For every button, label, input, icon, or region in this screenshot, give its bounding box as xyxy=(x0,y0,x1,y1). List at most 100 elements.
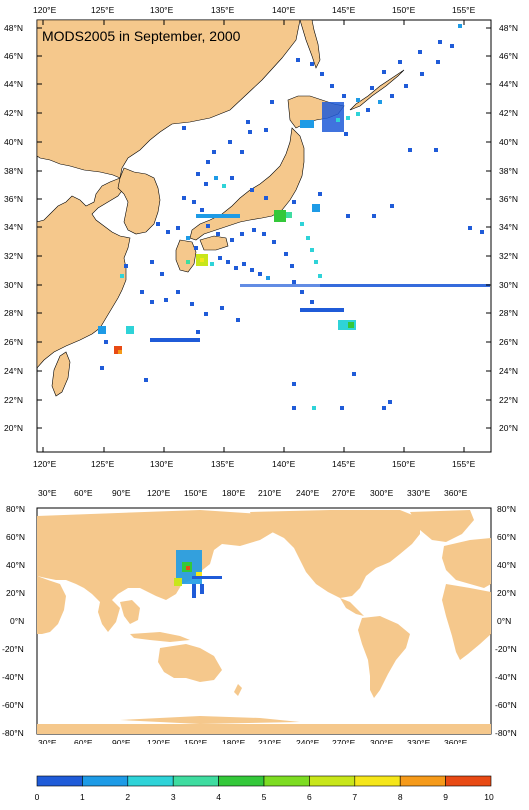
lon-label: 135°E xyxy=(211,5,235,15)
regional-map: MODS2005 in September, 2000 120°E 125°E … xyxy=(4,5,518,469)
lon-label: 300°E xyxy=(370,488,394,498)
observation-cells xyxy=(98,24,490,410)
lat-label: 24°N xyxy=(499,366,518,376)
regional-left-lat-labels: 48°N 46°N 44°N 42°N 40°N 38°N 36°N 34°N … xyxy=(4,23,23,433)
lat-label: 0°N xyxy=(10,616,24,626)
lon-label: 330°E xyxy=(407,488,431,498)
global-lat-labels-right: 80°N 60°N 40°N 20°N 0°N -20°N -40°N -60°… xyxy=(495,504,517,738)
lat-label: 48°N xyxy=(4,23,23,33)
global-observation-cells xyxy=(174,550,222,598)
lat-label: 48°N xyxy=(499,23,518,33)
regional-right-lat-labels: 48°N 46°N 44°N 42°N 40°N 38°N 36°N 34°N … xyxy=(499,23,518,433)
map-title: MODS2005 in September, 2000 xyxy=(42,28,241,44)
lon-label: 300°E xyxy=(370,738,394,744)
lon-label: 125°E xyxy=(91,5,115,15)
lon-label: 330°E xyxy=(407,738,431,744)
lat-label: 38°N xyxy=(4,166,23,176)
lon-label: 120°E xyxy=(147,738,171,744)
lon-label: 180°E xyxy=(222,738,246,744)
lon-label: 90°E xyxy=(112,738,131,744)
global-lat-labels-left: 80°N 60°N 40°N 20°N 0°N -20°N -40°N -60°… xyxy=(2,504,25,738)
lat-label: 36°N xyxy=(4,194,23,204)
lat-label: 30°N xyxy=(499,280,518,290)
lon-label: 150°E xyxy=(392,5,416,15)
colorbar-swatch xyxy=(218,775,265,787)
colorbar-tick: 7 xyxy=(352,792,357,802)
lat-label: 34°N xyxy=(4,222,23,232)
lat-label: 44°N xyxy=(4,79,23,89)
global-lon-labels-top: 30°E 60°E 90°E 120°E 150°E 180°E 210°E 2… xyxy=(38,488,468,498)
lat-label: 60°N xyxy=(497,532,516,542)
lon-label: 120°E xyxy=(33,459,57,469)
colorbar-tick: 1 xyxy=(80,792,85,802)
lat-label: 26°N xyxy=(499,337,518,347)
lon-label: 60°E xyxy=(74,488,93,498)
colorbar-swatch xyxy=(399,775,446,787)
regional-top-lon-labels: 120°E 125°E 130°E 135°E 140°E 145°E 150°… xyxy=(33,5,476,15)
lat-label: 0°N xyxy=(497,616,511,626)
lat-label: 20°N xyxy=(499,423,518,433)
global-land xyxy=(37,510,491,734)
lat-label: 22°N xyxy=(499,395,518,405)
lat-label: 36°N xyxy=(499,194,518,204)
lon-label: 180°E xyxy=(222,488,246,498)
colorbar-tick: 10 xyxy=(484,792,494,802)
lat-label: 28°N xyxy=(499,308,518,318)
colorbar-swatch xyxy=(172,775,219,787)
colorbar: 0 1 2 3 4 5 6 7 8 9 10 xyxy=(35,775,494,802)
colorbar-tick: 5 xyxy=(262,792,267,802)
lon-label: 270°E xyxy=(332,488,356,498)
colorbar-tick: 2 xyxy=(125,792,130,802)
map-title-box xyxy=(38,21,274,49)
lon-label: 155°E xyxy=(452,459,476,469)
regional-land xyxy=(36,19,405,397)
lat-label: -40°N xyxy=(2,672,24,682)
lon-label: 140°E xyxy=(272,5,296,15)
colorbar-tick: 3 xyxy=(171,792,176,802)
lon-label: 150°E xyxy=(392,459,416,469)
lat-label: 38°N xyxy=(499,166,518,176)
colorbar-swatch xyxy=(82,775,129,787)
lon-label: 130°E xyxy=(150,459,174,469)
lat-label: 60°N xyxy=(6,532,25,542)
lon-label: 210°E xyxy=(258,738,282,744)
global-lon-labels-bottom: 30°E 60°E 90°E 120°E 150°E 180°E 210°E 2… xyxy=(38,738,468,744)
lat-label: 20°N xyxy=(497,588,516,598)
global-map: 30°E 60°E 90°E 120°E 150°E 180°E 210°E 2… xyxy=(2,488,517,744)
lon-label: 150°E xyxy=(184,488,208,498)
lat-label: 30°N xyxy=(4,280,23,290)
lat-label: 28°N xyxy=(4,308,23,318)
lat-label: -20°N xyxy=(2,644,24,654)
lon-label: 125°E xyxy=(91,459,115,469)
regional-bottom-lon-labels: 120°E 125°E 130°E 135°E 140°E 145°E 150°… xyxy=(33,459,476,469)
lat-label: -60°N xyxy=(2,700,24,710)
colorbar-tick: 8 xyxy=(398,792,403,802)
lat-label: -40°N xyxy=(495,672,517,682)
lat-label: 46°N xyxy=(499,51,518,61)
colorbar-swatch xyxy=(127,775,174,787)
lat-label: 20°N xyxy=(4,423,23,433)
lat-label: -60°N xyxy=(495,700,517,710)
lat-label: 40°N xyxy=(499,137,518,147)
lat-label: 20°N xyxy=(6,588,25,598)
colorbar-tick: 6 xyxy=(307,792,312,802)
lat-label: 32°N xyxy=(499,251,518,261)
colorbar-swatch xyxy=(309,775,356,787)
lat-label: 40°N xyxy=(497,560,516,570)
lon-label: 140°E xyxy=(272,459,296,469)
colorbar-tick: 0 xyxy=(35,792,40,802)
lat-label: 34°N xyxy=(499,222,518,232)
lat-label: 24°N xyxy=(4,366,23,376)
regional-ticks xyxy=(37,20,491,452)
lon-label: 60°E xyxy=(74,738,93,744)
lon-label: 135°E xyxy=(211,459,235,469)
lat-label: -80°N xyxy=(495,728,517,738)
lon-label: 30°E xyxy=(38,738,57,744)
lon-label: 120°E xyxy=(147,488,171,498)
colorbar-swatch xyxy=(36,775,83,787)
lon-label: 120°E xyxy=(33,5,57,15)
lat-label: 42°N xyxy=(499,108,518,118)
lon-label: 145°E xyxy=(332,459,356,469)
lat-label: 42°N xyxy=(4,108,23,118)
lon-label: 145°E xyxy=(332,5,356,15)
